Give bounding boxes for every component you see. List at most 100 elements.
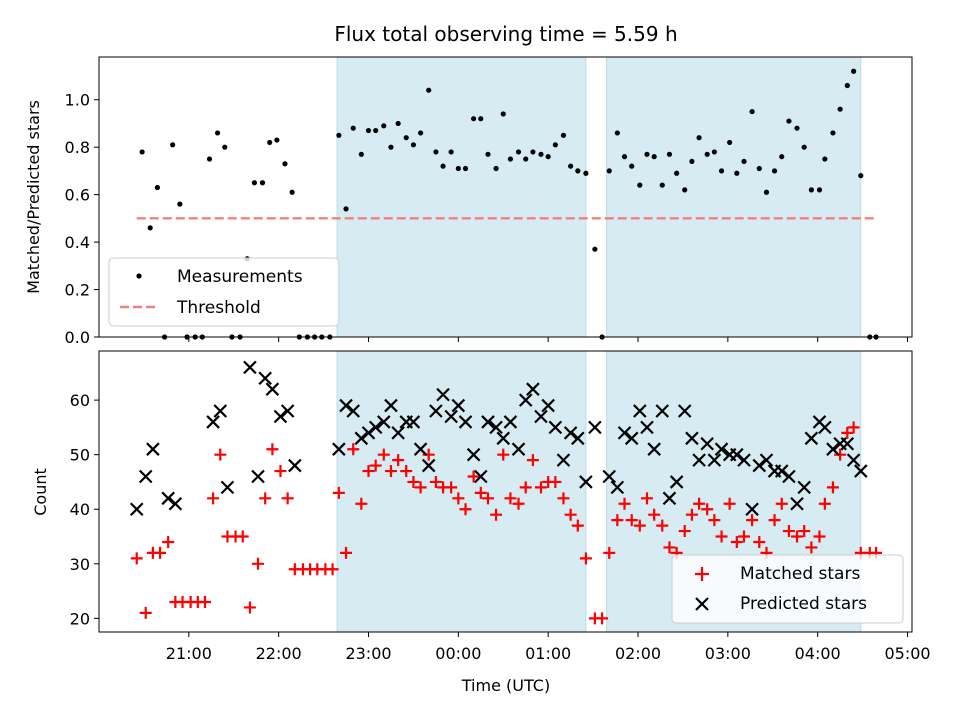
measurement-point bbox=[756, 165, 762, 172]
predicted-point bbox=[384, 398, 398, 413]
predicted-point bbox=[647, 442, 661, 456]
matched-point bbox=[199, 595, 212, 608]
x-tick-label: 04:00 bbox=[795, 644, 841, 663]
measurement-point bbox=[851, 68, 857, 74]
predicted-point bbox=[818, 420, 832, 435]
measurement-point bbox=[485, 151, 491, 157]
measurement-point bbox=[388, 144, 394, 150]
predicted-point bbox=[168, 496, 183, 511]
matched-point bbox=[730, 535, 743, 548]
matched-point bbox=[162, 535, 175, 548]
matched-point bbox=[603, 546, 616, 559]
predicted-point bbox=[429, 404, 443, 418]
measurement-point bbox=[816, 187, 823, 193]
measurement-point bbox=[336, 132, 342, 138]
measurement-point bbox=[274, 137, 280, 143]
matched-point bbox=[847, 421, 860, 434]
measurement-point bbox=[830, 130, 836, 136]
predicted-point bbox=[391, 426, 405, 440]
predicted-point bbox=[146, 442, 160, 456]
matched-point bbox=[362, 465, 375, 478]
matched-point bbox=[474, 486, 487, 499]
matched-point bbox=[259, 492, 272, 505]
measurement-point bbox=[808, 187, 814, 193]
matched-point bbox=[130, 552, 143, 565]
x-tick-label: 02:00 bbox=[615, 644, 661, 663]
measurement-point bbox=[433, 149, 439, 155]
predicted-point bbox=[737, 453, 751, 467]
predicted-point bbox=[669, 475, 684, 489]
measurement-point bbox=[606, 168, 612, 174]
measurement-point bbox=[794, 125, 800, 131]
legend-measurements-label: Measurements bbox=[177, 267, 303, 287]
matched-point bbox=[481, 492, 494, 505]
matched-point bbox=[490, 508, 503, 521]
measurement-point bbox=[552, 142, 558, 148]
predicted-point bbox=[421, 458, 436, 473]
predicted-point bbox=[662, 491, 677, 506]
matched-point bbox=[519, 481, 532, 494]
predicted-point bbox=[288, 458, 302, 473]
matched-point bbox=[618, 497, 631, 510]
predicted-point bbox=[826, 442, 840, 456]
matched-point bbox=[459, 503, 472, 516]
matched-point bbox=[369, 459, 382, 472]
matched-point bbox=[640, 492, 653, 505]
predicted-point bbox=[752, 458, 767, 473]
measurement-point bbox=[515, 149, 522, 155]
predicted-point bbox=[213, 404, 228, 418]
predicted-point bbox=[790, 496, 804, 511]
measurement-point bbox=[704, 151, 710, 157]
matched-point bbox=[497, 448, 510, 461]
measurement-point bbox=[206, 156, 213, 162]
matched-point bbox=[571, 519, 584, 532]
predicted-point bbox=[489, 420, 503, 435]
measurement-point bbox=[418, 130, 424, 136]
measurement-point bbox=[614, 130, 620, 136]
predicted-point bbox=[346, 404, 361, 418]
measurement-point bbox=[478, 116, 484, 122]
matched-point bbox=[429, 475, 442, 488]
matched-point bbox=[648, 508, 661, 521]
measurement-point bbox=[493, 165, 499, 172]
matched-point bbox=[384, 465, 397, 478]
predicted-point bbox=[571, 431, 585, 446]
predicted-point bbox=[797, 480, 811, 495]
measurement-point bbox=[727, 139, 733, 146]
predicted-point bbox=[368, 420, 383, 435]
predicted-point bbox=[692, 453, 706, 467]
predicted-point bbox=[548, 420, 563, 435]
predicted-point bbox=[774, 464, 789, 478]
matched-point bbox=[782, 525, 795, 538]
y-tick-label: 30 bbox=[70, 555, 90, 574]
predicted-point bbox=[707, 453, 722, 467]
matched-point bbox=[656, 519, 669, 532]
predicted-point bbox=[655, 404, 670, 418]
predicted-point bbox=[413, 442, 428, 456]
matched-point bbox=[753, 535, 766, 548]
matched-point bbox=[252, 557, 265, 570]
measurement-point bbox=[530, 149, 536, 155]
matched-point bbox=[534, 481, 547, 494]
matched-point bbox=[236, 530, 249, 543]
measurement-point bbox=[222, 144, 228, 150]
measurement-point bbox=[749, 108, 755, 115]
matched-point bbox=[775, 497, 788, 510]
measurement-point bbox=[763, 189, 770, 195]
matched-point bbox=[798, 525, 811, 538]
predicted-point bbox=[854, 464, 868, 478]
measurement-point bbox=[500, 111, 506, 117]
measurement-point bbox=[858, 173, 864, 179]
measurement-point bbox=[403, 135, 409, 141]
predicted-point bbox=[518, 393, 533, 407]
x-tick-label: 00:00 bbox=[435, 644, 481, 663]
x-tick-label: 21:00 bbox=[166, 644, 212, 663]
measurement-point bbox=[801, 144, 807, 150]
matched-point bbox=[512, 497, 525, 510]
ratio-panel-frame bbox=[98, 56, 913, 338]
matched-point bbox=[564, 508, 577, 521]
x-tick-label: 23:00 bbox=[345, 644, 391, 663]
measurement-point bbox=[583, 170, 589, 176]
legend-predicted-marker bbox=[695, 597, 709, 611]
predicted-point bbox=[361, 426, 376, 440]
